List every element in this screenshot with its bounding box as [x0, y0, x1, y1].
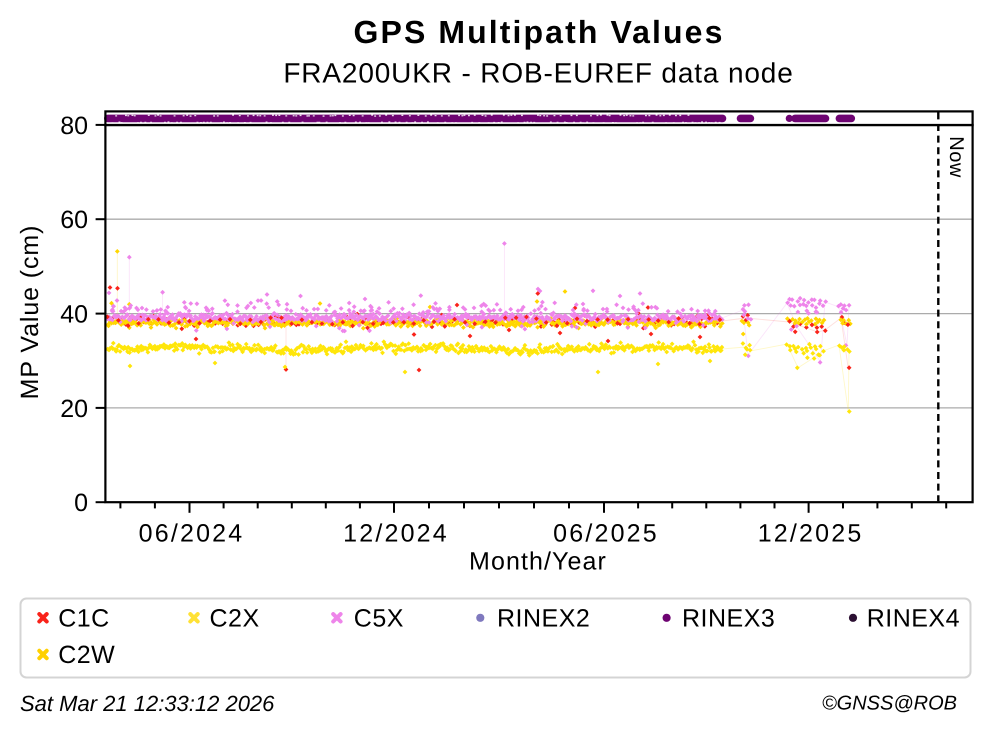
svg-text:80: 80	[60, 112, 88, 140]
svg-text:RINEX2: RINEX2	[497, 604, 590, 632]
svg-text:©GNSS@ROB: ©GNSS@ROB	[822, 693, 957, 715]
svg-text:MP Value (cm): MP Value (cm)	[16, 225, 44, 400]
svg-text:12/2024: 12/2024	[343, 520, 449, 548]
svg-text:GPS Multipath Values: GPS Multipath Values	[354, 14, 725, 50]
svg-text:RINEX4: RINEX4	[867, 604, 960, 632]
svg-text:C5X: C5X	[354, 604, 404, 632]
svg-text:20: 20	[60, 395, 88, 423]
svg-text:C1C: C1C	[58, 604, 110, 632]
svg-text:Now: Now	[945, 136, 967, 178]
svg-text:40: 40	[60, 300, 88, 328]
svg-text:Sat Mar 21 12:33:12 2026: Sat Mar 21 12:33:12 2026	[20, 691, 275, 716]
svg-text:FRA200UKR - ROB-EUREF data nod: FRA200UKR - ROB-EUREF data node	[283, 58, 793, 89]
svg-text:12/2025: 12/2025	[758, 520, 864, 548]
svg-text:C2W: C2W	[58, 641, 115, 669]
svg-text:0: 0	[74, 489, 88, 517]
svg-text:06/2025: 06/2025	[553, 520, 659, 548]
svg-text:C2X: C2X	[210, 604, 260, 632]
svg-text:Month/Year: Month/Year	[469, 548, 607, 576]
svg-text:60: 60	[60, 206, 88, 234]
svg-text:06/2024: 06/2024	[139, 520, 245, 548]
svg-text:RINEX3: RINEX3	[682, 604, 775, 632]
